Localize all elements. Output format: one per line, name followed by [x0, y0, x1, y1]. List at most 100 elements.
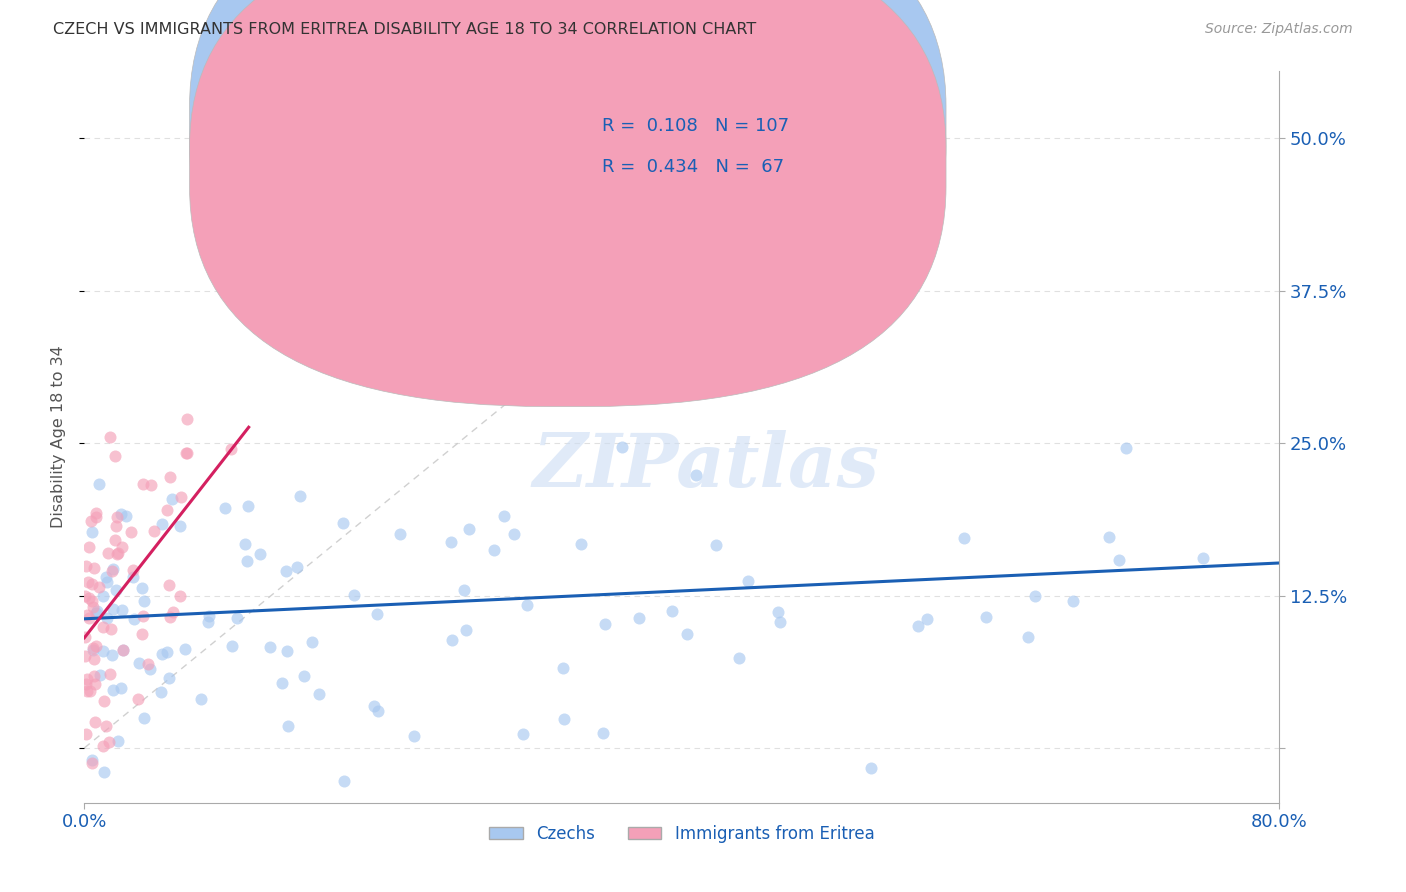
Czechs — [270, 675, 292, 690]
Czechs — [389, 527, 412, 541]
Czechs — [132, 593, 155, 607]
Immigrants from Eritrea — [75, 559, 97, 574]
Czechs — [1017, 630, 1039, 644]
Czechs — [1192, 550, 1215, 565]
Immigrants from Eritrea — [76, 683, 98, 698]
Immigrants from Eritrea — [174, 446, 197, 460]
Czechs — [162, 491, 184, 506]
Immigrants from Eritrea — [176, 412, 198, 426]
Czechs — [101, 683, 124, 698]
Czechs — [89, 476, 111, 491]
Immigrants from Eritrea — [77, 610, 100, 624]
Immigrants from Eritrea — [82, 599, 104, 614]
Czechs — [150, 517, 173, 532]
Czechs — [1024, 589, 1046, 603]
Czechs — [503, 526, 526, 541]
Immigrants from Eritrea — [104, 449, 127, 463]
Czechs — [122, 570, 145, 584]
Immigrants from Eritrea — [131, 626, 153, 640]
Czechs — [105, 582, 128, 597]
Text: R =  0.108   N = 107: R = 0.108 N = 107 — [602, 117, 789, 135]
Czechs — [91, 589, 114, 603]
Czechs — [915, 612, 938, 626]
Immigrants from Eritrea — [132, 477, 155, 491]
Czechs — [82, 753, 104, 767]
Immigrants from Eritrea — [89, 580, 111, 594]
Czechs — [259, 640, 281, 655]
Immigrants from Eritrea — [83, 676, 105, 690]
Czechs — [101, 648, 124, 662]
Immigrants from Eritrea — [94, 719, 117, 733]
Czechs — [367, 704, 389, 718]
Text: ZIPatlas: ZIPatlas — [533, 430, 879, 502]
Czechs — [110, 681, 132, 696]
Czechs — [150, 685, 173, 699]
Czechs — [276, 644, 298, 658]
Czechs — [157, 671, 180, 685]
Czechs — [301, 635, 323, 649]
Immigrants from Eritrea — [157, 578, 180, 592]
Immigrants from Eritrea — [159, 470, 181, 484]
Immigrants from Eritrea — [75, 630, 97, 644]
Immigrants from Eritrea — [80, 756, 103, 770]
Czechs — [190, 691, 212, 706]
Immigrants from Eritrea — [76, 672, 98, 686]
Czechs — [768, 615, 790, 629]
Text: CZECH VS IMMIGRANTS FROM ERITREA DISABILITY AGE 18 TO 34 CORRELATION CHART: CZECH VS IMMIGRANTS FROM ERITREA DISABIL… — [53, 22, 756, 37]
Immigrants from Eritrea — [73, 589, 96, 603]
Czechs — [363, 698, 385, 713]
Czechs — [128, 656, 150, 670]
Immigrants from Eritrea — [155, 503, 177, 517]
Immigrants from Eritrea — [91, 739, 114, 753]
Immigrants from Eritrea — [162, 606, 184, 620]
Czechs — [110, 508, 132, 522]
Czechs — [101, 562, 124, 576]
Czechs — [89, 668, 111, 682]
Immigrants from Eritrea — [97, 546, 120, 560]
Czechs — [214, 500, 236, 515]
Czechs — [93, 765, 115, 780]
Immigrants from Eritrea — [111, 642, 134, 657]
Czechs — [115, 508, 138, 523]
Czechs — [728, 651, 751, 665]
Czechs — [441, 632, 464, 647]
Czechs — [610, 440, 633, 454]
Czechs — [131, 581, 153, 595]
Czechs — [80, 524, 103, 539]
Czechs — [221, 640, 243, 654]
Text: Source: ZipAtlas.com: Source: ZipAtlas.com — [1205, 22, 1353, 37]
Czechs — [402, 729, 425, 743]
Czechs — [198, 608, 221, 623]
Immigrants from Eritrea — [76, 575, 98, 590]
Czechs — [292, 669, 315, 683]
Immigrants from Eritrea — [82, 640, 104, 655]
Immigrants from Eritrea — [107, 546, 129, 560]
Immigrants from Eritrea — [139, 477, 162, 491]
Czechs — [456, 624, 478, 638]
FancyBboxPatch shape — [515, 86, 910, 203]
Immigrants from Eritrea — [76, 608, 98, 623]
Czechs — [1115, 441, 1137, 455]
Immigrants from Eritrea — [83, 715, 105, 730]
Czechs — [974, 609, 997, 624]
Czechs — [768, 605, 790, 619]
Immigrants from Eritrea — [105, 547, 128, 561]
Czechs — [111, 603, 134, 617]
Czechs — [439, 363, 461, 377]
Czechs — [553, 712, 575, 726]
Czechs — [156, 645, 179, 659]
Czechs — [236, 554, 259, 568]
Czechs — [333, 774, 356, 789]
Immigrants from Eritrea — [121, 563, 143, 577]
Czechs — [332, 516, 354, 530]
Immigrants from Eritrea — [79, 683, 101, 698]
Czechs — [592, 725, 614, 739]
Czechs — [197, 615, 219, 629]
Czechs — [685, 467, 707, 482]
Czechs — [907, 619, 929, 633]
Czechs — [107, 733, 129, 747]
Y-axis label: Disability Age 18 to 34: Disability Age 18 to 34 — [51, 346, 66, 528]
Immigrants from Eritrea — [98, 734, 121, 748]
Czechs — [366, 607, 388, 621]
Czechs — [516, 599, 538, 613]
